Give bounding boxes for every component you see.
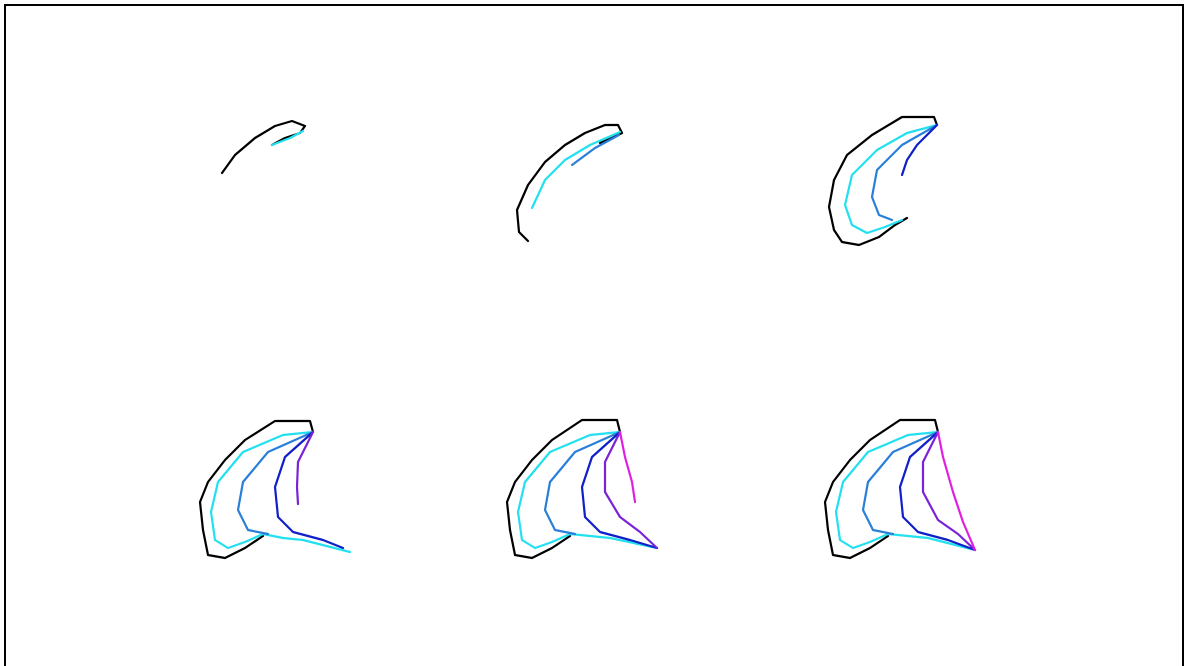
figure	[0, 0, 1189, 666]
page: (() => { const data = JSON.parse(documen…	[0, 0, 1189, 666]
frame	[5, 5, 1183, 666]
